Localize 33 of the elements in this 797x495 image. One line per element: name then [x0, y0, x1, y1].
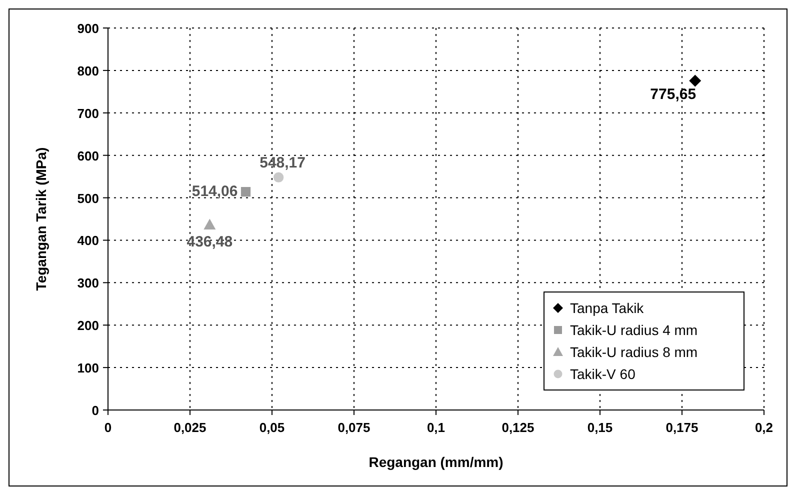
x-tick-label: 0,175	[666, 420, 698, 435]
x-tick-label: 0,025	[174, 420, 206, 435]
y-tick-label: 100	[77, 360, 99, 376]
x-tick-label: 0,125	[502, 420, 534, 435]
legend-label: Takik-V 60	[570, 366, 636, 382]
y-tick-label: 800	[77, 63, 99, 78]
y-tick-label: 500	[77, 190, 99, 206]
y-tick-label: 700	[77, 106, 99, 121]
y-tick-label: 400	[77, 233, 99, 248]
x-axis-title: Regangan (mm/mm)	[368, 454, 504, 470]
data-label: 436,48	[186, 234, 233, 251]
y-tick-label: 200	[77, 318, 99, 334]
point	[273, 172, 284, 182]
data-label: 775,65	[650, 86, 696, 103]
y-tick-label: 900	[77, 21, 99, 36]
point	[204, 218, 216, 230]
x-tick-label: 0,05	[259, 420, 285, 435]
x-tick-label: 0,15	[587, 420, 613, 435]
legend-label: Takik-U radius 4 mm	[570, 322, 698, 338]
x-tick-label: 0,2	[754, 420, 774, 435]
x-tick-label: 0,1	[426, 420, 446, 435]
point	[240, 187, 251, 197]
data-label: 548,17	[260, 154, 306, 172]
legend-label: Takik-U radius 8 mm	[570, 344, 698, 360]
y-tick-label: 600	[77, 148, 99, 164]
legend-label: Tanpa Takik	[570, 300, 645, 316]
y-axis-title: Tegangan Tarik (MPa)	[33, 147, 49, 291]
point	[689, 74, 702, 87]
y-tick-label: 0	[92, 403, 99, 418]
x-tick-label: 0	[104, 420, 112, 435]
data-label: 514,06	[192, 182, 238, 200]
y-tick-label: 300	[77, 276, 99, 291]
x-tick-label: 0,075	[338, 420, 370, 435]
